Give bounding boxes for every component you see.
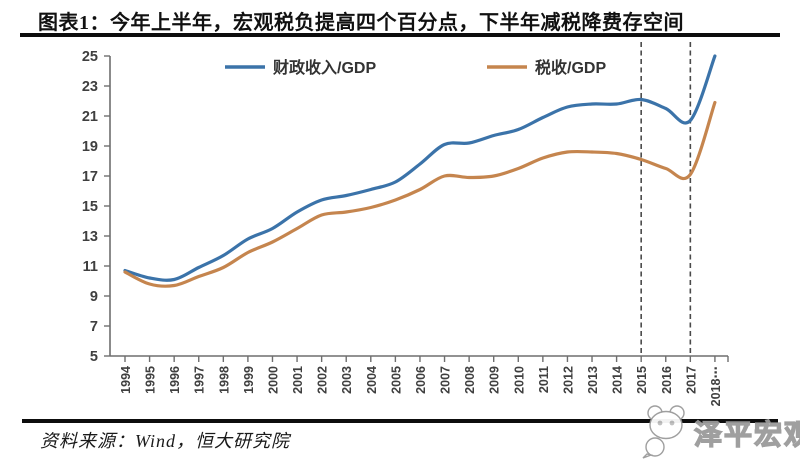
panda-icon [642, 405, 685, 459]
x-tick-label: 2011 [537, 366, 551, 393]
source-note: 资料来源：Wind，恒大研究院 [40, 431, 291, 451]
legend-item-0: 财政收入/GDP [225, 58, 376, 77]
y-tick-label: 17 [82, 169, 98, 185]
x-tick-label: 2012 [561, 366, 575, 394]
y-tick-label: 15 [82, 199, 98, 215]
y-tick-label: 7 [90, 319, 98, 335]
x-tick-label: 2003 [340, 366, 354, 394]
x-tick-label: 2004 [365, 366, 379, 394]
x-tick-label: 2010 [512, 366, 526, 394]
x-tick-label: 2018⋯ [709, 366, 723, 406]
x-tick-label: 1997 [193, 366, 207, 394]
x-tick-label: 1994 [119, 366, 133, 394]
watermark: 泽平宏观 [638, 400, 800, 462]
x-tick-label: 2001 [291, 366, 305, 394]
x-tick-label: 1998 [217, 366, 231, 394]
y-tick-label: 19 [82, 139, 98, 155]
chart-canvas: 5 7 9 11 13 15 17 19 21 23 25 1994 1995 1996 1997 1998 1… [0, 40, 800, 418]
x-tick-label: 2016 [660, 366, 674, 394]
y-tick-label: 25 [82, 49, 98, 65]
x-tick-label: 2017 [684, 366, 698, 394]
legend-label: 财政收入/GDP [272, 58, 376, 77]
x-tick-label: 1996 [168, 366, 182, 394]
x-tick-label: 1999 [242, 366, 256, 394]
y-tick-label: 13 [82, 229, 98, 245]
y-tick-label: 9 [90, 289, 98, 305]
legend-item-1: 税收/GDP [487, 58, 606, 77]
fiscal-line [123, 54, 717, 282]
x-tick-label: 2005 [389, 366, 403, 394]
chart-title: 图表1：今年上半年，宏观税负提高四个百分点，下半年减税降费存空间 [38, 12, 684, 34]
x-tick-label: 2008 [463, 366, 477, 394]
y-tick-label: 23 [82, 79, 98, 95]
x-tick-label: 2014 [611, 366, 625, 394]
x-tick-label: 2007 [439, 366, 453, 394]
x-tick-label: 2015 [635, 366, 649, 394]
x-tick-label: 2013 [586, 366, 600, 394]
tax-line [123, 100, 717, 288]
title-divider [20, 33, 780, 37]
x-tick-label: 2000 [266, 366, 280, 394]
watermark-text: 泽平宏观 [694, 418, 800, 450]
x-tick-label: 1995 [144, 366, 158, 394]
y-tick-label: 21 [82, 109, 98, 125]
y-tick-label: 5 [90, 349, 98, 365]
footer-divider [22, 419, 778, 423]
x-tick-label: 2009 [488, 366, 502, 394]
x-tick-label: 2002 [316, 366, 330, 394]
legend-label: 税收/GDP [535, 58, 606, 77]
y-tick-label: 11 [83, 259, 98, 275]
x-tick-label: 2006 [414, 366, 428, 394]
